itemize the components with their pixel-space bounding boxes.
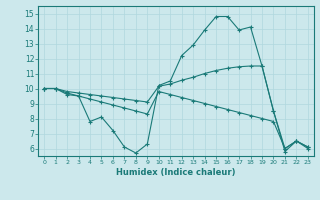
- X-axis label: Humidex (Indice chaleur): Humidex (Indice chaleur): [116, 168, 236, 177]
